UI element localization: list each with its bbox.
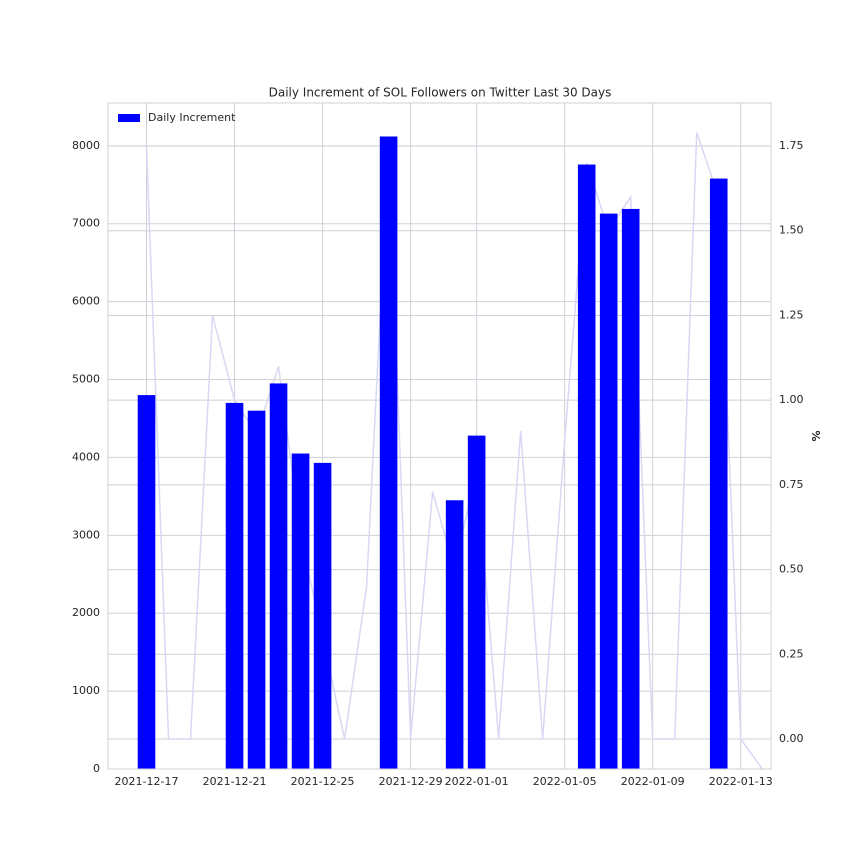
bar <box>379 136 398 769</box>
y2-tick-label: 1.50 <box>779 224 804 237</box>
x-tick-label: 2022-01-05 <box>533 775 597 788</box>
bar <box>445 500 464 769</box>
y2-tick-label: 0.25 <box>779 647 804 660</box>
y-tick-label: 8000 <box>72 139 100 152</box>
y-tick-label: 4000 <box>72 450 100 463</box>
y2-tick-label: 0.00 <box>779 732 804 745</box>
y2-tick-label: 1.25 <box>779 308 804 321</box>
bar <box>621 208 640 770</box>
y-tick-label: 1000 <box>72 684 100 697</box>
y-tick-label: 0 <box>93 762 100 775</box>
x-tick-label: 2021-12-25 <box>291 775 355 788</box>
bar <box>269 383 288 769</box>
y-tick-label: 3000 <box>72 528 100 541</box>
x-tick-label: 2022-01-13 <box>709 775 773 788</box>
x-tick-label: 2021-12-17 <box>115 775 179 788</box>
bar <box>577 164 596 769</box>
bar <box>313 462 332 769</box>
y-tick-label: 5000 <box>72 373 100 386</box>
y-tick-label: 2000 <box>72 606 100 619</box>
bar <box>599 213 618 769</box>
bar <box>225 402 244 769</box>
chart-title: Daily Increment of SOL Followers on Twit… <box>269 86 612 100</box>
bar <box>291 453 310 769</box>
y-tick-label: 6000 <box>72 295 100 308</box>
x-tick-label: 2021-12-21 <box>203 775 267 788</box>
y-tick-label: 7000 <box>72 217 100 230</box>
bar <box>247 410 266 769</box>
x-tick-label: 2022-01-09 <box>621 775 685 788</box>
x-tick-label: 2021-12-29 <box>379 775 443 788</box>
bar <box>709 178 728 770</box>
plot-frame <box>107 102 772 770</box>
y2-tick-label: 0.75 <box>779 478 804 491</box>
x-tick-label: 2022-01-01 <box>445 775 509 788</box>
y2-tick-label: 1.75 <box>779 139 804 152</box>
legend-swatch <box>118 114 140 122</box>
y2-tick-label: 0.50 <box>779 563 804 576</box>
y2-axis-label: % <box>810 430 823 441</box>
legend-label: Daily Increment <box>148 111 236 124</box>
bar <box>467 435 486 769</box>
bar <box>137 395 156 769</box>
y2-tick-label: 1.00 <box>779 393 804 406</box>
